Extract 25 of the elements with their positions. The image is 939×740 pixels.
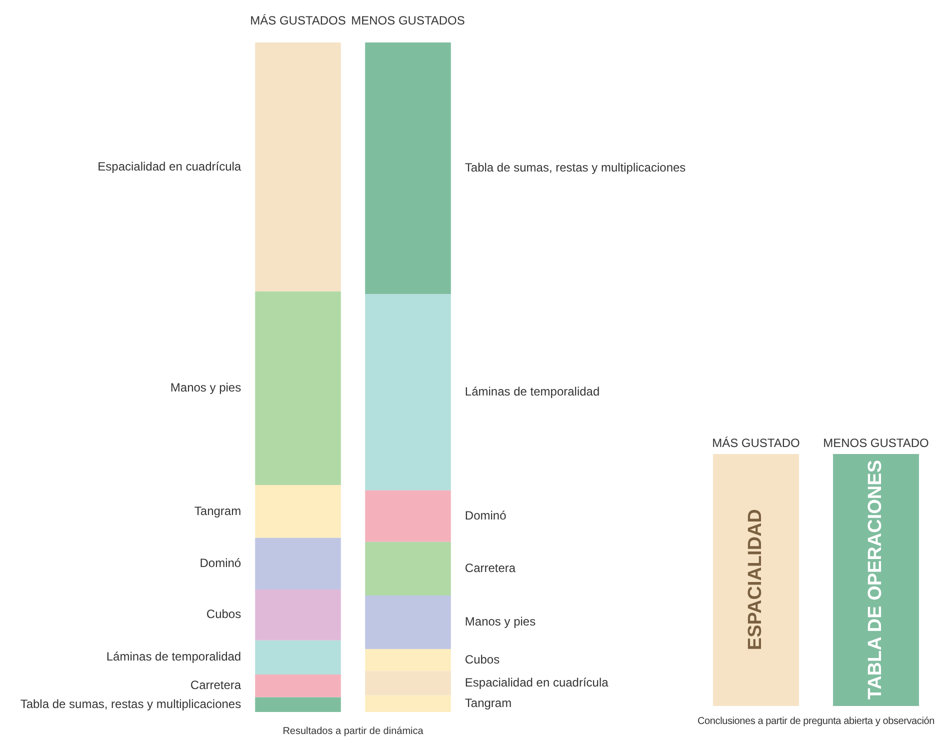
x-tick-label: MENOS GUSTADOS [351,14,465,28]
text: Carretera [190,678,242,692]
text: Láminas de temporalidad [106,650,242,664]
category-label: MENOS GUSTADO [823,436,929,452]
text: Dominó [200,556,242,570]
text: Tangram [464,696,512,710]
text: Cubos [464,652,500,666]
text: Manos y pies [464,614,536,629]
text: Tangram [194,504,242,518]
text: Tabla de sumas, restas y multiplicaciones [20,696,242,711]
text: Cubos [206,607,242,622]
text: TABLA DE OPERACIONES [865,460,887,700]
x-tick-label: MÁS GUSTADOS [250,14,346,28]
x-axis-title: Resultados a partir de dinámica [282,726,424,737]
text: ESPACIALIDAD [745,509,767,651]
text: Espacialidad en cuadrícula [464,676,609,690]
text: Dominó [464,508,507,522]
text: Láminas de temporalidad [464,384,600,399]
text: Conclusiones a partir de pregunta abierta y observación [696,716,936,727]
text: Manos y pies [170,380,242,395]
text: Carretera [464,561,516,576]
text: Espacialidad en cuadrícula [98,159,242,174]
category-label: MÁS GUSTADO [712,436,800,452]
bar [255,589,341,640]
text: Tabla de sumas, restas y multiplicaciones [464,160,686,175]
